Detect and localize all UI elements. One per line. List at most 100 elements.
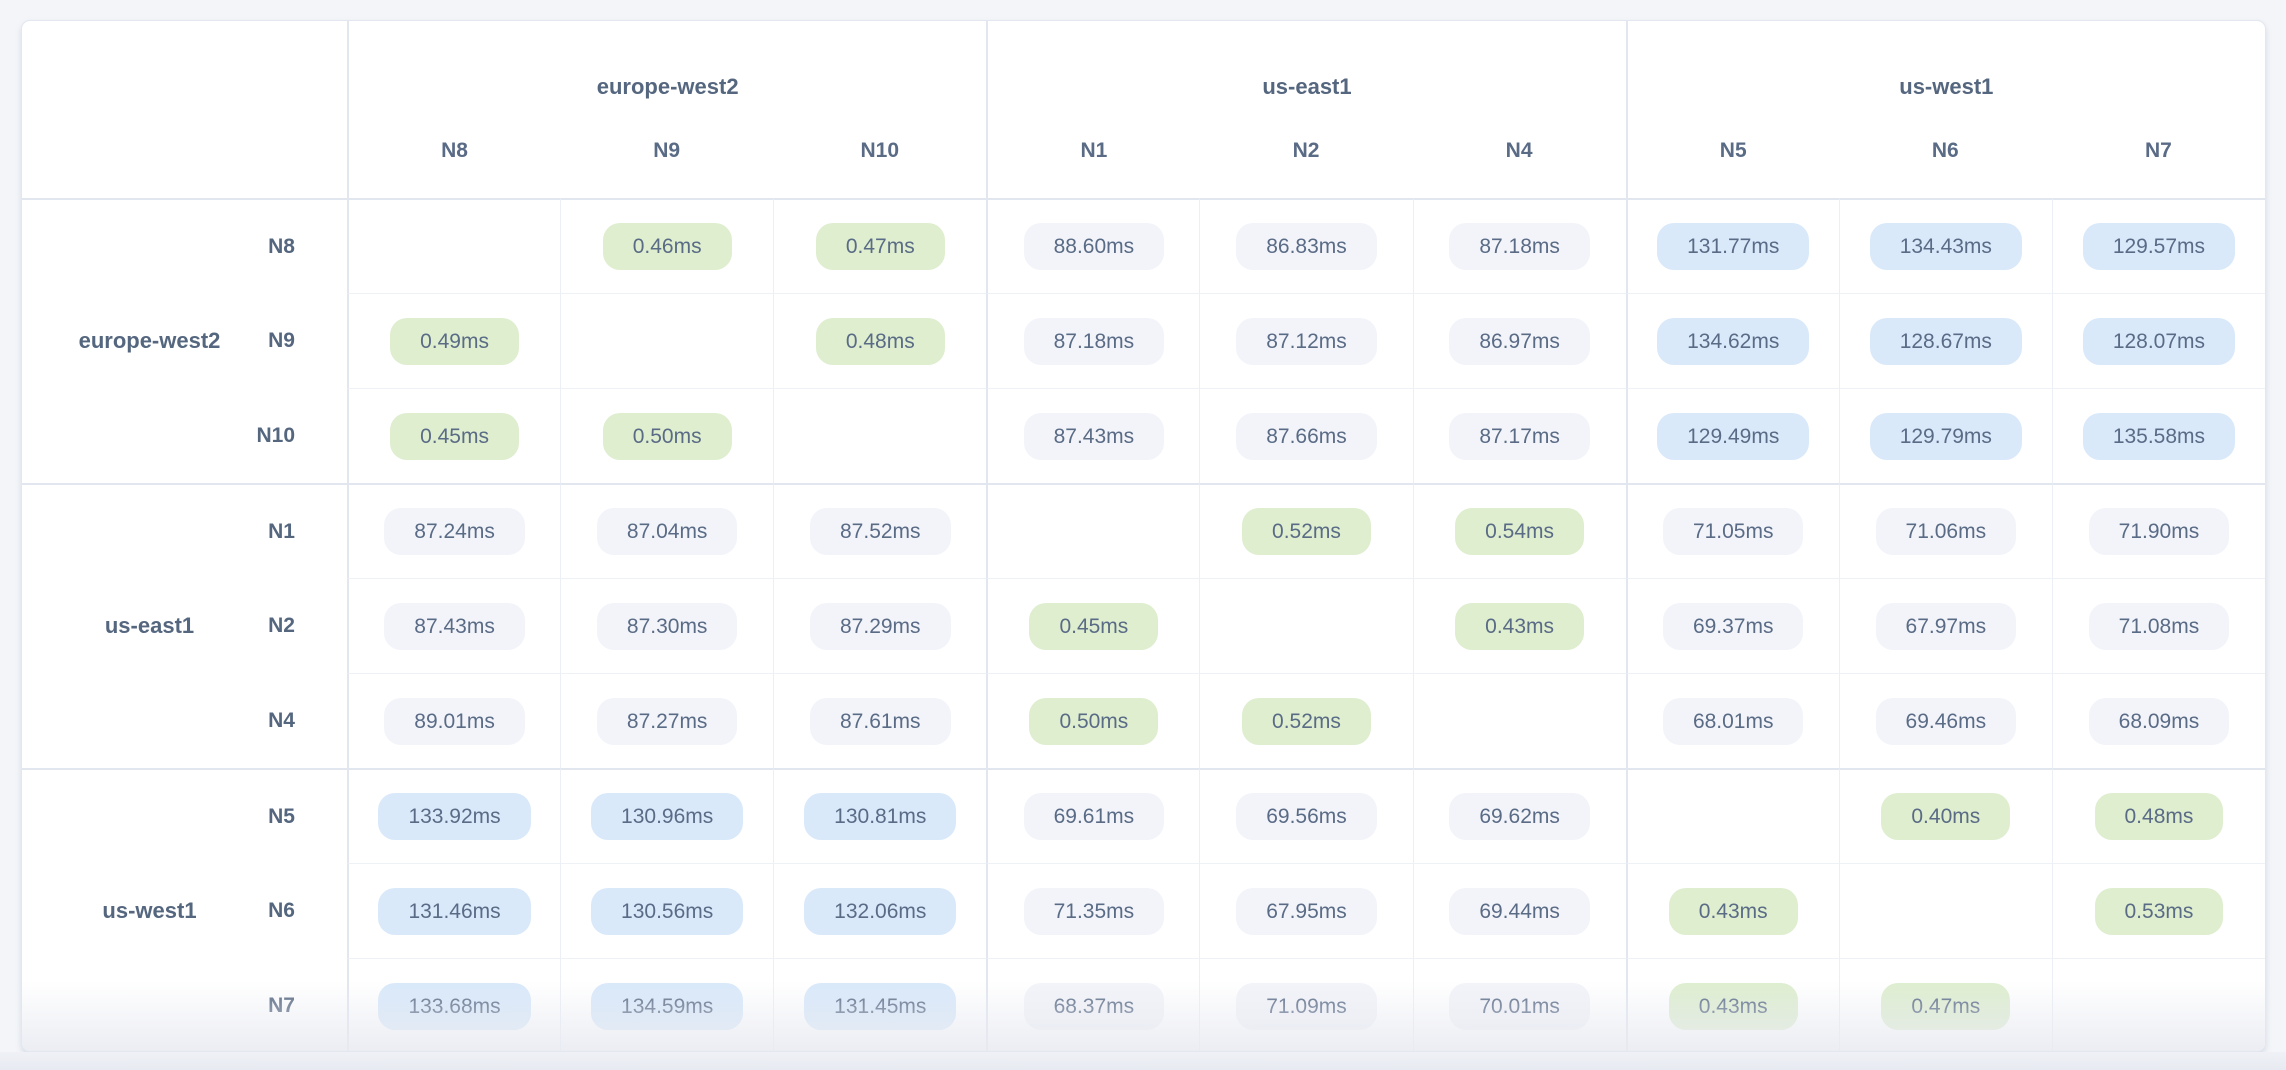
latency-pill[interactable]: 131.77ms xyxy=(1657,223,1810,270)
latency-pill[interactable]: 69.61ms xyxy=(1023,793,1165,840)
row-node-header: N2 xyxy=(268,613,295,637)
latency-pill[interactable]: 0.45ms xyxy=(1029,602,1159,650)
latency-pill[interactable]: 0.47ms xyxy=(815,223,945,270)
latency-pill[interactable]: 87.29ms xyxy=(810,602,951,650)
latency-pill[interactable]: 130.96ms xyxy=(591,793,744,840)
latency-cell: 0.47ms xyxy=(1838,958,2052,1051)
latency-pill[interactable]: 71.09ms xyxy=(1236,982,1377,1030)
latency-pill[interactable]: 0.46ms xyxy=(602,223,732,270)
latency-pill[interactable]: 135.58ms xyxy=(2082,412,2236,460)
latency-pill[interactable]: 88.60ms xyxy=(1023,223,1165,270)
latency-pill[interactable]: 87.30ms xyxy=(596,602,738,650)
latency-cell: 0.52ms xyxy=(1199,483,1413,578)
latency-pill[interactable]: 0.43ms xyxy=(1455,602,1585,650)
latency-pill[interactable]: 69.37ms xyxy=(1662,602,1804,650)
latency-pill[interactable]: 89.01ms xyxy=(384,697,525,745)
latency-pill[interactable]: 87.24ms xyxy=(384,508,525,555)
latency-pill[interactable]: 0.49ms xyxy=(390,317,519,365)
latency-pill[interactable]: 129.49ms xyxy=(1657,412,1810,460)
latency-pill[interactable]: 70.01ms xyxy=(1449,982,1590,1030)
latency-pill[interactable]: 130.81ms xyxy=(804,793,957,840)
latency-cell: 134.62ms xyxy=(1625,293,1839,388)
latency-pill[interactable]: 71.90ms xyxy=(2088,508,2230,555)
latency-cell: 69.62ms xyxy=(1412,768,1626,863)
latency-pill[interactable]: 69.56ms xyxy=(1236,793,1377,840)
latency-pill[interactable]: 71.35ms xyxy=(1023,887,1165,935)
latency-pill[interactable]: 68.09ms xyxy=(2088,697,2230,745)
latency-pill[interactable]: 0.50ms xyxy=(602,412,732,460)
column-region-header: us-east1 xyxy=(986,21,1625,139)
bottom-scroll-band[interactable] xyxy=(0,1052,2286,1070)
latency-cell-self xyxy=(1412,673,1626,768)
latency-pill[interactable]: 0.47ms xyxy=(1881,982,2011,1030)
latency-pill[interactable]: 133.68ms xyxy=(378,982,531,1030)
latency-cell: 69.46ms xyxy=(1838,673,2052,768)
latency-cell: 133.68ms xyxy=(347,958,561,1051)
latency-pill[interactable]: 87.18ms xyxy=(1023,317,1165,365)
latency-pill[interactable]: 129.57ms xyxy=(2082,223,2236,270)
latency-pill[interactable]: 0.43ms xyxy=(1668,887,1798,935)
latency-cell: 134.59ms xyxy=(560,958,774,1051)
latency-pill[interactable]: 134.59ms xyxy=(591,982,744,1030)
latency-pill[interactable]: 71.06ms xyxy=(1875,508,2017,555)
latency-cell: 0.49ms xyxy=(347,293,561,388)
latency-cell: 128.07ms xyxy=(2051,293,2265,388)
latency-pill[interactable]: 0.48ms xyxy=(815,317,945,365)
latency-cell: 71.35ms xyxy=(986,863,1200,958)
latency-pill[interactable]: 87.66ms xyxy=(1236,412,1377,460)
latency-pill[interactable]: 87.18ms xyxy=(1449,223,1590,270)
latency-pill[interactable]: 87.43ms xyxy=(384,602,525,650)
column-node-header: N8 xyxy=(347,139,560,198)
latency-pill[interactable]: 0.52ms xyxy=(1242,508,1371,555)
column-node-header: N2 xyxy=(1292,139,1320,162)
latency-pill[interactable]: 87.04ms xyxy=(596,508,738,555)
latency-pill[interactable]: 86.97ms xyxy=(1449,317,1590,365)
latency-pill[interactable]: 86.83ms xyxy=(1236,223,1377,270)
latency-cell: 69.61ms xyxy=(986,768,1200,863)
latency-pill[interactable]: 0.40ms xyxy=(1881,793,2011,840)
latency-pill[interactable]: 128.07ms xyxy=(2082,317,2236,365)
latency-pill[interactable]: 68.37ms xyxy=(1023,982,1165,1030)
latency-pill[interactable]: 130.56ms xyxy=(591,887,744,935)
latency-pill[interactable]: 0.45ms xyxy=(390,412,519,460)
latency-pill[interactable]: 134.43ms xyxy=(1869,223,2022,270)
latency-pill[interactable]: 87.61ms xyxy=(810,697,951,745)
latency-pill[interactable]: 69.62ms xyxy=(1449,793,1590,840)
latency-pill[interactable]: 0.48ms xyxy=(2094,793,2224,840)
latency-pill[interactable]: 0.43ms xyxy=(1668,982,1798,1030)
latency-cell: 68.37ms xyxy=(986,958,1200,1051)
latency-cell: 67.97ms xyxy=(1838,578,2052,673)
latency-pill[interactable]: 87.43ms xyxy=(1023,412,1165,460)
latency-pill[interactable]: 69.46ms xyxy=(1875,697,2017,745)
latency-cell: 131.77ms xyxy=(1625,198,1839,293)
latency-pill[interactable]: 69.44ms xyxy=(1449,887,1590,935)
latency-pill[interactable]: 87.52ms xyxy=(810,508,951,555)
latency-pill[interactable]: 0.53ms xyxy=(2094,887,2224,935)
latency-pill[interactable]: 67.95ms xyxy=(1236,887,1377,935)
latency-pill[interactable]: 131.46ms xyxy=(378,887,531,935)
latency-cell: 87.29ms xyxy=(773,578,987,673)
latency-pill[interactable]: 71.08ms xyxy=(2088,602,2230,650)
latency-cell: 86.83ms xyxy=(1199,198,1413,293)
latency-pill[interactable]: 71.05ms xyxy=(1662,508,1804,555)
latency-cell: 129.79ms xyxy=(1838,388,2052,483)
latency-cell: 0.43ms xyxy=(1412,578,1626,673)
latency-cell-self xyxy=(347,198,561,293)
latency-pill[interactable]: 132.06ms xyxy=(804,887,957,935)
latency-pill[interactable]: 87.17ms xyxy=(1449,412,1590,460)
latency-pill[interactable]: 0.52ms xyxy=(1242,697,1371,745)
latency-pill[interactable]: 67.97ms xyxy=(1875,602,2017,650)
latency-cell: 87.24ms xyxy=(347,483,561,578)
latency-pill[interactable]: 0.50ms xyxy=(1029,697,1159,745)
latency-pill[interactable]: 87.12ms xyxy=(1236,317,1377,365)
latency-pill[interactable]: 129.79ms xyxy=(1869,412,2022,460)
latency-pill[interactable]: 133.92ms xyxy=(378,793,531,840)
latency-pill[interactable]: 68.01ms xyxy=(1662,697,1804,745)
latency-pill[interactable]: 128.67ms xyxy=(1869,317,2022,365)
latency-pill[interactable]: 134.62ms xyxy=(1657,317,1810,365)
latency-pill[interactable]: 0.54ms xyxy=(1455,508,1585,555)
latency-pill[interactable]: 87.27ms xyxy=(596,697,738,745)
row-node-header: N4 xyxy=(268,708,295,732)
latency-pill[interactable]: 131.45ms xyxy=(804,982,957,1030)
